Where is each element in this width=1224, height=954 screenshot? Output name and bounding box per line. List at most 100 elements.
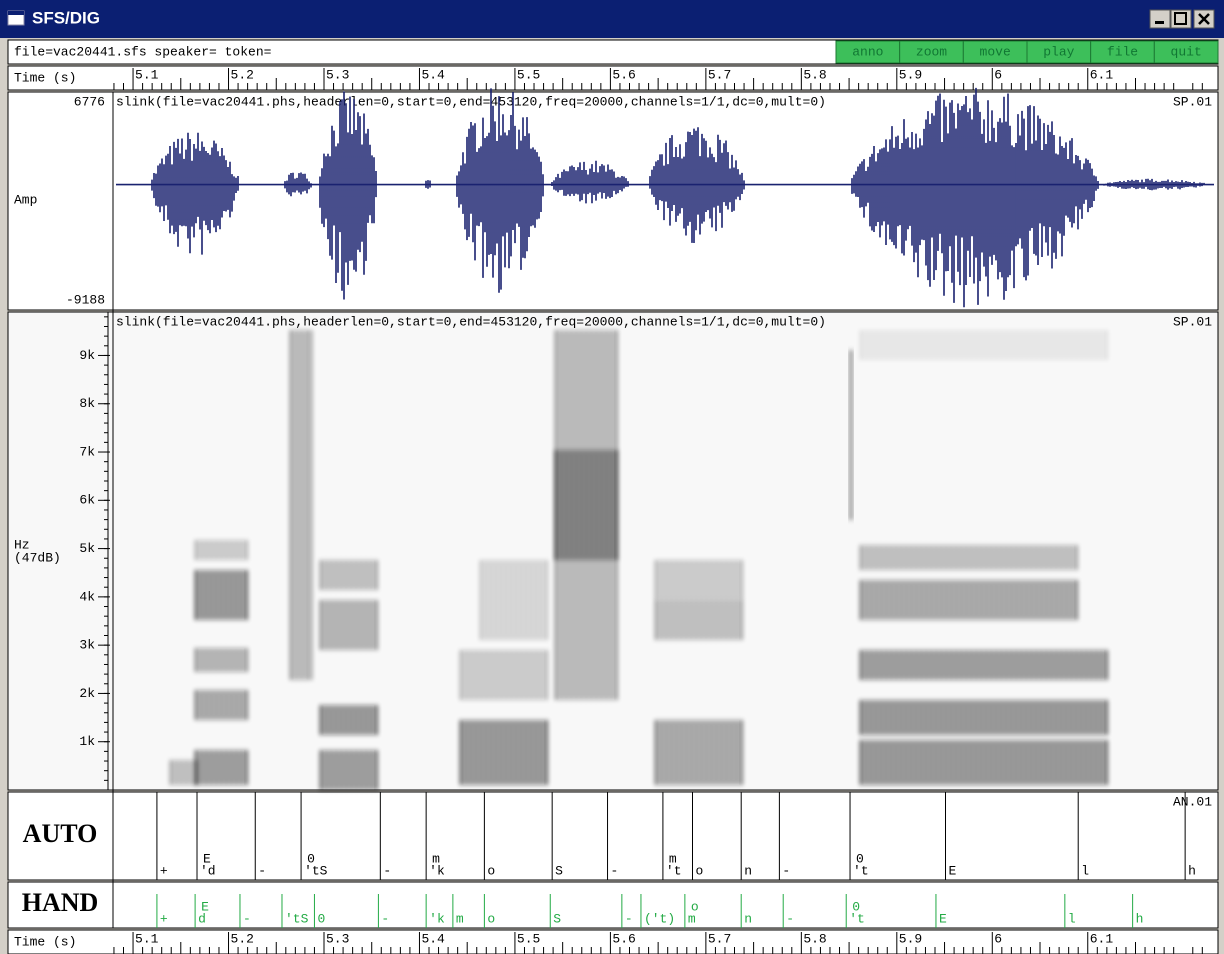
spectral-energy	[460, 720, 550, 785]
tick-label: 5.2	[231, 67, 254, 82]
file-info: file=vac20441.sfs speaker= token=	[14, 44, 272, 59]
toolbar-button[interactable]: zoom	[900, 41, 964, 63]
segment-label: h	[1188, 863, 1196, 878]
spectral-energy	[860, 650, 1110, 680]
tick-label: 1k	[79, 734, 95, 749]
tick-label: 5.8	[803, 931, 826, 946]
spectral-energy	[860, 545, 1080, 570]
tick-label: 5.4	[421, 67, 445, 82]
button-label: quit	[1171, 44, 1202, 59]
time-axis-label: Time (s)	[14, 70, 76, 85]
tick-label: 3k	[79, 638, 95, 653]
spectral-energy	[555, 450, 620, 560]
spectral-energy	[320, 705, 380, 735]
window-title: SFS/DIG	[32, 8, 100, 27]
segment-label: 'k	[429, 911, 445, 926]
spectral-energy	[655, 600, 745, 640]
spectral-energy	[195, 750, 250, 785]
toolbar-button[interactable]: file	[1091, 41, 1155, 63]
spectral-energy	[320, 600, 380, 650]
button-label: anno	[852, 44, 883, 59]
tick-label: 5.7	[708, 67, 731, 82]
tick-label: 5.6	[612, 931, 635, 946]
hand-panel	[8, 882, 1218, 928]
tick-label: 5.1	[135, 931, 159, 946]
maximize-button[interactable]	[1171, 10, 1191, 28]
spectral-energy	[655, 560, 745, 600]
segment-label: -	[611, 863, 619, 878]
tick-label: 5k	[79, 541, 95, 556]
segment-label: n	[744, 863, 752, 878]
segment-upper: 0	[307, 851, 315, 866]
amp-max: 6776	[74, 94, 105, 109]
spectral-energy	[195, 648, 250, 672]
tick-label: 6	[994, 67, 1002, 82]
spectral-energy	[860, 740, 1110, 785]
amp-min: -9188	[66, 292, 105, 307]
tick-label: 5.3	[326, 67, 349, 82]
amp-label: Amp	[14, 192, 37, 207]
spectral-energy	[655, 720, 745, 785]
tick-label: 5.1	[135, 67, 159, 82]
segment-label: -	[782, 863, 790, 878]
segment-label: o	[696, 863, 704, 878]
button-label: file	[1107, 44, 1138, 59]
segment-label: o	[487, 911, 495, 926]
segment-label: o	[487, 863, 495, 878]
toolbar-button[interactable]: quit	[1154, 41, 1218, 63]
tick-label: 2k	[79, 686, 95, 701]
segment-label: m	[456, 911, 464, 926]
spectral-energy	[195, 690, 250, 720]
segment-upper: E	[203, 851, 211, 866]
close-button[interactable]	[1194, 10, 1214, 28]
segment-label: E	[939, 911, 947, 926]
tick-label: 6k	[79, 493, 95, 508]
segment-label: +	[160, 911, 168, 926]
segment-label: 0	[317, 911, 325, 926]
minimize-button[interactable]	[1150, 10, 1170, 28]
segment-label: l	[1081, 863, 1089, 878]
spectral-energy	[168, 760, 200, 785]
burst	[849, 350, 853, 520]
toolbar-button[interactable]: move	[963, 41, 1027, 63]
spectral-energy	[320, 560, 380, 590]
tick-label: 8k	[79, 396, 95, 411]
spectral-energy	[860, 580, 1080, 620]
spectral-energy	[195, 540, 250, 560]
spectral-energy	[480, 560, 550, 640]
tick-label: 5.5	[517, 931, 540, 946]
app-icon-bar	[8, 11, 24, 15]
segment-label: S	[553, 911, 561, 926]
segment-label: -	[243, 911, 251, 926]
segment-upper: 0	[856, 851, 864, 866]
panel-header: slink(file=vac20441.phs,headerlen=0,star…	[116, 314, 826, 329]
item-id: SP.01	[1173, 314, 1212, 329]
segment-label: h	[1136, 911, 1144, 926]
tick-label: 5.2	[231, 931, 254, 946]
app-window: SFS/DIG file=vac20441.sfs speaker= token…	[0, 0, 1224, 954]
segment-upper: o	[691, 899, 699, 914]
tier-name: HAND	[22, 888, 99, 917]
spectral-energy	[288, 330, 312, 680]
item-id: SP.01	[1173, 94, 1212, 109]
db-label: (47dB)	[14, 550, 61, 565]
tick-label: 5.4	[421, 931, 445, 946]
spectral-energy	[195, 570, 250, 620]
title-bar	[0, 0, 1224, 38]
segment-label: -	[383, 863, 391, 878]
segment-label: E	[949, 863, 957, 878]
segment-label: -	[786, 911, 794, 926]
tick-label: 6.1	[1090, 67, 1114, 82]
tick-label: 9k	[79, 348, 95, 363]
segment-label: -	[381, 911, 389, 926]
tick-label: 5.9	[899, 931, 922, 946]
panel-header: slink(file=vac20441.phs,headerlen=0,star…	[116, 94, 826, 109]
tick-label: 5.7	[708, 931, 731, 946]
toolbar-button[interactable]: anno	[836, 41, 900, 63]
segment-upper: 0	[852, 899, 860, 914]
tick-label: 5.9	[899, 67, 922, 82]
segment-label: l	[1068, 911, 1076, 926]
toolbar-button[interactable]: play	[1027, 41, 1091, 63]
tick-label: 6	[994, 931, 1002, 946]
tick-label: 6.1	[1090, 931, 1114, 946]
